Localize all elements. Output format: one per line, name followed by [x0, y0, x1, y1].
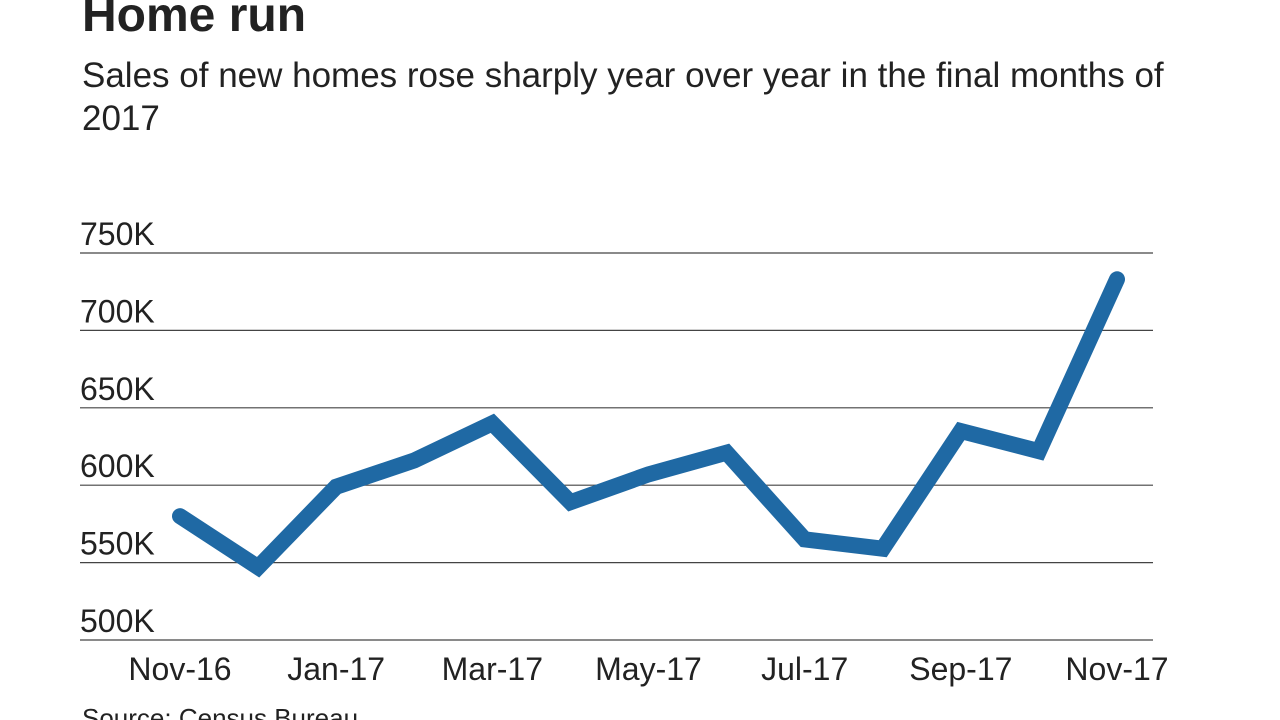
- y-tick-label: 750K: [80, 216, 155, 252]
- y-tick-label: 500K: [80, 603, 155, 639]
- x-tick-label: Nov-16: [128, 651, 231, 687]
- data-line: [172, 271, 1125, 578]
- x-tick-label: Jul-17: [761, 651, 848, 687]
- x-tick-label: Jan-17: [287, 651, 385, 687]
- chart-subtitle: Sales of new homes rose sharply year ove…: [82, 56, 1164, 138]
- x-tick-label: Sep-17: [909, 651, 1012, 687]
- y-tick-label: 550K: [80, 526, 155, 562]
- x-tick-label: May-17: [595, 651, 702, 687]
- chart-title: Home run: [82, 0, 307, 42]
- x-tick-label: Nov-17: [1065, 651, 1168, 687]
- x-tick-label: Mar-17: [442, 651, 543, 687]
- y-tick-label: 600K: [80, 448, 155, 484]
- y-tick-label: 700K: [80, 293, 155, 329]
- y-tick-label: 650K: [80, 371, 155, 407]
- source-note: Source: Census Bureau: [82, 703, 358, 720]
